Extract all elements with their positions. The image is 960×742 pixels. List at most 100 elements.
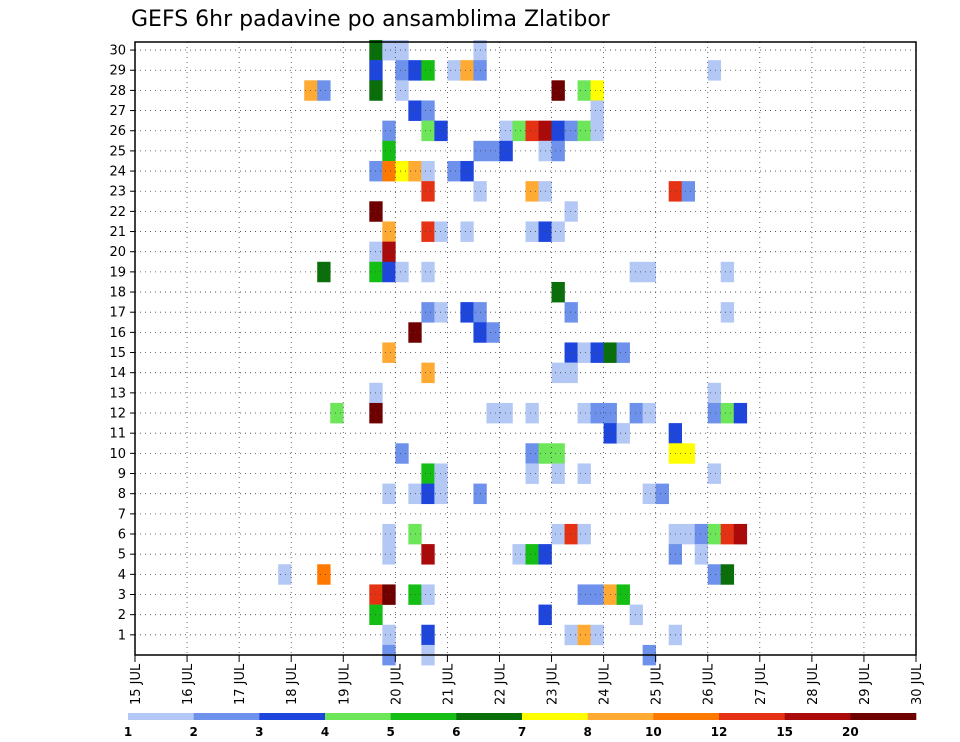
precip-cell xyxy=(382,584,396,605)
precip-cell xyxy=(720,564,735,585)
x-tick-label: 23 JUL xyxy=(546,663,561,705)
precip-cell xyxy=(486,402,500,424)
y-tick-label: 13 xyxy=(109,386,126,401)
precip-cell xyxy=(421,362,435,384)
x-tick-label: 22 JUL xyxy=(493,663,508,705)
cells-layer xyxy=(278,39,748,666)
precip-cell xyxy=(421,60,435,81)
precip-cell xyxy=(382,523,396,545)
precip-cell xyxy=(551,362,565,384)
precip-cell xyxy=(642,402,656,424)
plot-frame xyxy=(134,41,917,656)
precip-cell xyxy=(395,39,409,61)
y-tick-label: 22 xyxy=(109,205,126,220)
precip-cell xyxy=(317,564,331,585)
grid-layer xyxy=(135,42,916,655)
precip-cell xyxy=(434,463,448,484)
precip-cell xyxy=(590,100,604,121)
precip-cell xyxy=(525,463,539,484)
colorbar-tick-label: 20 xyxy=(842,725,859,739)
y-tick-label: 19 xyxy=(109,265,126,280)
precip-cell xyxy=(681,443,696,464)
colorbar-tick-label: 2 xyxy=(189,725,197,739)
x-tick-label: 30 JUL xyxy=(910,663,925,705)
precip-cell xyxy=(382,120,396,142)
precip-cell xyxy=(590,80,604,101)
precip-cell xyxy=(577,342,591,363)
colorbar-tick-label: 5 xyxy=(386,725,394,739)
precip-cell xyxy=(590,342,604,363)
colorbar-tick-label: 10 xyxy=(645,725,662,739)
y-tick-label: 24 xyxy=(109,165,126,180)
precip-cell xyxy=(395,80,409,101)
colorbar-swatch xyxy=(653,713,720,720)
colorbar-tick-label: 15 xyxy=(776,725,793,739)
precip-cell xyxy=(460,160,474,182)
y-tick-label: 6 xyxy=(118,528,126,543)
precip-cell xyxy=(707,564,722,585)
precip-cell xyxy=(382,261,396,283)
precip-cell xyxy=(434,483,448,505)
precip-cell xyxy=(421,120,435,142)
precip-cell xyxy=(382,624,396,646)
colorbar-swatch xyxy=(259,713,326,720)
colorbar-tick-label: 12 xyxy=(711,725,728,739)
y-axis: 1234567891011121314151617181920212223242… xyxy=(109,44,135,643)
precip-cell xyxy=(525,443,539,464)
precip-cell xyxy=(629,402,643,424)
precip-cell xyxy=(525,544,539,565)
precip-cell xyxy=(525,181,539,202)
y-tick-label: 30 xyxy=(109,44,126,59)
precip-cell xyxy=(577,584,591,605)
precip-cell xyxy=(590,402,604,424)
precip-cell xyxy=(642,261,656,283)
precip-cell xyxy=(551,281,565,303)
precip-cell xyxy=(616,342,630,363)
y-tick-label: 18 xyxy=(109,286,126,301)
colorbar-swatch xyxy=(193,713,260,720)
y-tick-label: 10 xyxy=(109,447,126,462)
precip-cell xyxy=(499,402,513,424)
y-tick-label: 4 xyxy=(118,568,126,583)
precip-cell xyxy=(486,140,500,162)
x-tick-label: 29 JUL xyxy=(858,663,873,705)
colorbar-swatch xyxy=(390,713,457,720)
x-tick-label: 25 JUL xyxy=(650,663,665,705)
precip-cell xyxy=(421,544,435,565)
precip-cell xyxy=(629,261,643,283)
precip-cell xyxy=(460,221,474,242)
y-tick-label: 23 xyxy=(109,185,126,200)
precip-cell xyxy=(707,382,722,404)
precip-cell xyxy=(486,322,500,343)
precip-cell xyxy=(551,463,565,484)
x-tick-label: 27 JUL xyxy=(754,663,769,705)
precip-cell xyxy=(434,221,448,242)
precip-cell xyxy=(720,523,735,545)
precip-cell xyxy=(382,221,396,242)
colorbar-tick-label: 4 xyxy=(321,725,329,739)
precip-cell xyxy=(564,624,578,646)
y-tick-label: 20 xyxy=(109,245,126,260)
y-tick-label: 27 xyxy=(109,104,126,119)
y-tick-label: 3 xyxy=(118,588,126,603)
precip-cell xyxy=(382,241,396,263)
y-tick-label: 11 xyxy=(109,427,126,442)
precip-cell xyxy=(460,302,474,323)
precip-cell xyxy=(681,523,696,545)
precip-cell xyxy=(681,181,696,202)
precip-cell xyxy=(616,584,630,605)
precip-cell xyxy=(720,302,735,323)
precip-cell xyxy=(551,443,565,464)
colorbar-swatch xyxy=(456,713,523,720)
precip-cell xyxy=(694,544,709,565)
colorbar-tick-label: 3 xyxy=(255,725,263,739)
y-tick-label: 8 xyxy=(118,487,126,502)
y-tick-label: 2 xyxy=(118,608,126,623)
colorbar-tick-label: 8 xyxy=(583,725,591,739)
precip-cell xyxy=(616,423,630,444)
x-tick-label: 16 JUL xyxy=(181,663,196,705)
precip-cell xyxy=(525,120,539,142)
chart-title: GEFS 6hr padavine po ansamblima Zlatibor xyxy=(131,7,611,32)
precip-cell xyxy=(577,80,591,101)
precip-cell xyxy=(447,60,461,81)
